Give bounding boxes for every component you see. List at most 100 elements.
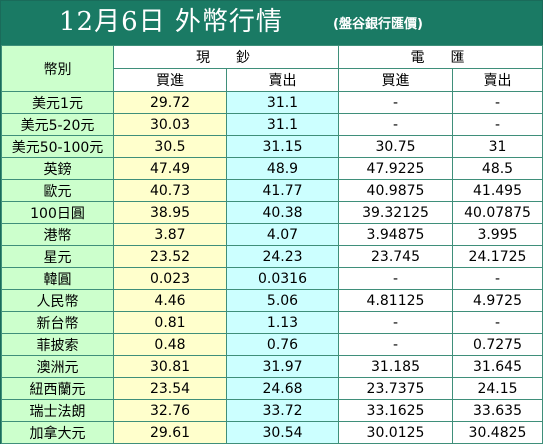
wire-sell-cell: 48.5 <box>452 157 543 180</box>
cash-sell-cell: 33.72 <box>226 399 339 422</box>
cash-buy-cell: 38.95 <box>113 201 227 224</box>
wire-buy-cell: 47.9225 <box>338 157 453 180</box>
currency-cell: 歐元 <box>1 179 114 202</box>
currency-cell: 韓圓 <box>1 267 114 290</box>
cash-sell-cell: 1.13 <box>226 311 339 334</box>
wire-sell-cell: 30.4825 <box>452 421 543 444</box>
cash-buy-cell: 3.87 <box>113 223 227 246</box>
wire-buy-header: 買進 <box>338 68 453 92</box>
wire-sell-cell: 40.07875 <box>452 201 543 224</box>
cash-sell-cell: 31.15 <box>226 135 339 158</box>
cash-buy-header: 買進 <box>113 68 227 92</box>
cash-sell-cell: 0.76 <box>226 333 339 356</box>
wire-sell-cell: 24.1725 <box>452 245 543 268</box>
wire-buy-cell: 30.0125 <box>338 421 453 444</box>
cash-sell-cell: 4.07 <box>226 223 339 246</box>
wire-sell-cell: - <box>452 267 543 290</box>
cash-buy-cell: 0.81 <box>113 311 227 334</box>
page-title: 12月6日 外幣行情 <box>59 7 283 37</box>
wire-group-header: 電 匯 <box>338 45 543 69</box>
wire-sell-cell: 31 <box>452 135 543 158</box>
cash-sell-header: 賣出 <box>226 68 339 92</box>
cash-buy-cell: 40.73 <box>113 179 227 202</box>
cash-sell-cell: 24.23 <box>226 245 339 268</box>
currency-cell: 新台幣 <box>1 311 114 334</box>
wire-buy-cell: 31.185 <box>338 355 453 378</box>
wire-sell-cell: 31.645 <box>452 355 543 378</box>
wire-sell-cell: - <box>452 91 543 114</box>
currency-cell: 人民幣 <box>1 289 114 312</box>
cash-buy-cell: 32.76 <box>113 399 227 422</box>
table-row: 港幣 3.87 4.07 3.94875 3.995 <box>1 223 543 246</box>
table-row: 星元 23.52 24.23 23.745 24.1725 <box>1 245 543 268</box>
table-row: 人民幣 4.46 5.06 4.81125 4.9725 <box>1 289 543 312</box>
cash-buy-cell: 30.81 <box>113 355 227 378</box>
wire-sell-cell: 4.9725 <box>452 289 543 312</box>
table-row: 歐元 40.73 41.77 40.9875 41.495 <box>1 179 543 202</box>
cash-buy-cell: 23.52 <box>113 245 227 268</box>
currency-cell: 菲披索 <box>1 333 114 356</box>
currency-cell: 紐西蘭元 <box>1 377 114 400</box>
table-row: 100日圓 38.95 40.38 39.32125 40.07875 <box>1 201 543 224</box>
group-header-row: 幣別 現 鈔 電 匯 <box>1 45 543 92</box>
wire-buy-cell: 4.81125 <box>338 289 453 312</box>
wire-buy-cell: - <box>338 311 453 334</box>
cash-sell-cell: 41.77 <box>226 179 339 202</box>
cash-sell-cell: 24.68 <box>226 377 339 400</box>
table-row: 新台幣 0.81 1.13- - <box>1 311 543 334</box>
cash-sell-cell: 31.1 <box>226 113 339 136</box>
currency-cell: 加拿大元 <box>1 421 114 444</box>
title-bar: 12月6日 外幣行情 (盤谷銀行匯價) <box>1 1 542 45</box>
wire-buy-cell: - <box>338 267 453 290</box>
sub-header-row: 買進 賣出 買進 賣出 <box>2 68 543 92</box>
rate-rows: 美元1元 29.72 31.1- - 美元5-20元 30.03 31.1- - 美元50-10… <box>1 91 543 444</box>
source-label: (盤谷銀行匯價) <box>333 17 423 32</box>
table-row: 美元5-20元 30.03 31.1- - <box>1 113 543 136</box>
currency-cell: 100日圓 <box>1 201 114 224</box>
cash-sell-cell: 48.9 <box>226 157 339 180</box>
currency-cell: 美元50-100元 <box>1 135 114 158</box>
wire-sell-cell: 24.15 <box>452 377 543 400</box>
cash-buy-cell: 4.46 <box>113 289 227 312</box>
currency-column-header: 幣別 <box>1 45 114 92</box>
wire-buy-cell: - <box>338 333 453 356</box>
cash-buy-cell: 23.54 <box>113 377 227 400</box>
table-row: 英鎊 47.49 48.9 47.9225 48.5 <box>1 157 543 180</box>
table-row: 瑞士法朗 32.76 33.72 33.1625 33.635 <box>1 399 543 422</box>
wire-buy-cell: 30.75 <box>338 135 453 158</box>
cash-sell-cell: 0.0316 <box>226 267 339 290</box>
table-row: 美元50-100元 30.5 31.15 30.75 31 <box>1 135 543 158</box>
exchange-rate-table: 幣別 現 鈔 電 匯 買進 賣出 買進 賣出 美元1元 29.72 31.1- - 美元… <box>1 45 543 444</box>
table-row: 紐西蘭元 23.54 24.68 23.7375 24.15 <box>1 377 543 400</box>
wire-sell-header: 賣出 <box>452 68 543 92</box>
wire-buy-cell: 39.32125 <box>338 201 453 224</box>
currency-cell: 英鎊 <box>1 157 114 180</box>
currency-cell: 美元5-20元 <box>1 113 114 136</box>
cash-sell-cell: 31.97 <box>226 355 339 378</box>
wire-buy-cell: - <box>338 113 453 136</box>
wire-buy-cell: 33.1625 <box>338 399 453 422</box>
wire-sell-cell: - <box>452 113 543 136</box>
wire-buy-cell: 23.7375 <box>338 377 453 400</box>
cash-buy-cell: 29.61 <box>113 421 227 444</box>
cash-buy-cell: 30.03 <box>113 113 227 136</box>
wire-buy-cell: 3.94875 <box>338 223 453 246</box>
cash-buy-cell: 29.72 <box>113 91 227 114</box>
currency-cell: 瑞士法朗 <box>1 399 114 422</box>
table-row: 加拿大元 29.61 30.54 30.0125 30.4825 <box>1 421 543 444</box>
currency-cell: 星元 <box>1 245 114 268</box>
cash-buy-cell: 47.49 <box>113 157 227 180</box>
table-row: 菲披索 0.48 0.76-0.7275 <box>1 333 543 356</box>
cash-sell-cell: 30.54 <box>226 421 339 444</box>
currency-cell: 港幣 <box>1 223 114 246</box>
cash-sell-cell: 31.1 <box>226 91 339 114</box>
cash-sell-cell: 40.38 <box>226 201 339 224</box>
table-row: 美元1元 29.72 31.1- - <box>1 91 543 114</box>
wire-sell-cell: - <box>452 311 543 334</box>
wire-sell-cell: 0.7275 <box>452 333 543 356</box>
currency-cell: 澳洲元 <box>1 355 114 378</box>
cash-buy-cell: 0.48 <box>113 333 227 356</box>
table-row: 澳洲元 30.81 31.97 31.185 31.645 <box>1 355 543 378</box>
wire-buy-cell: 40.9875 <box>338 179 453 202</box>
